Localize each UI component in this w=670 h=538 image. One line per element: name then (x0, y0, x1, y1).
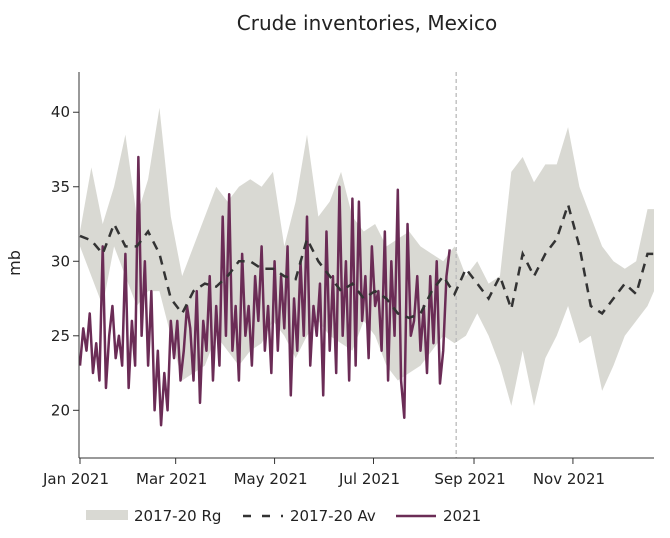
x-tick-label: Nov 2021 (533, 470, 605, 488)
chart-title: Crude inventories, Mexico (237, 11, 497, 35)
x-tick-label: Jul 2021 (338, 470, 400, 488)
y-tick-label: 20 (51, 401, 70, 419)
x-tick-label: May 2021 (234, 470, 308, 488)
y-tick-label: 25 (51, 327, 70, 345)
x-tick-label: Jan 2021 (42, 470, 109, 488)
y-axis-label: mb (5, 250, 24, 276)
range-band (80, 107, 654, 406)
y-tick-label: 35 (51, 178, 70, 196)
y-tick-label: 30 (51, 252, 70, 270)
x-tick-label: Sep 2021 (434, 470, 505, 488)
series-2021-line (78, 155, 451, 427)
legend-swatch-range (86, 510, 128, 520)
legend-label-average: 2017-20 Av (290, 507, 376, 525)
y-tick-label: 40 (51, 103, 70, 121)
legend-label-range: 2017-20 Rg (134, 507, 221, 525)
legend: 2017-20 Rg 2017-20 Av 2021 (86, 507, 481, 525)
x-tick-label: Mar 2021 (136, 470, 207, 488)
series-average-line (79, 200, 654, 320)
legend-label-2021: 2021 (443, 507, 481, 525)
